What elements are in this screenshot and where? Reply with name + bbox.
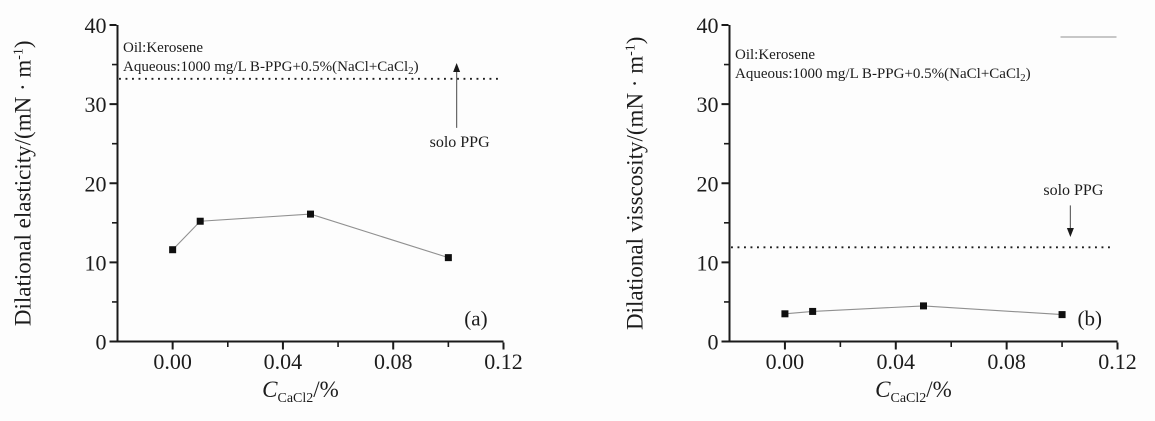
note-aqueous-line: Aqueous:1000 mg/L B-PPG+0.5%(NaCl+CaCl2) — [123, 59, 419, 77]
axes-frame — [116, 25, 504, 343]
x-tick-label: 0.12 — [1098, 349, 1137, 374]
data-point-marker — [781, 310, 789, 318]
x-tick-label: 0.00 — [766, 349, 805, 374]
y-tick-label: 10 — [85, 250, 107, 275]
solo-ppg-arrowhead — [453, 62, 461, 72]
x-axis-label: CCaCl2/% — [875, 377, 952, 406]
y-tick-label: 40 — [697, 13, 719, 38]
x-tick-label: 0.00 — [153, 349, 192, 374]
x-axis-label: CCaCl2/% — [262, 377, 339, 406]
series-line — [172, 213, 449, 259]
y-tick-label: 30 — [85, 92, 107, 117]
data-point-marker — [809, 307, 817, 315]
panel-label: (b) — [1078, 307, 1103, 331]
axes-frame — [728, 25, 1118, 343]
solo-ppg-label: solo PPG — [430, 134, 490, 151]
panel-label: (a) — [464, 307, 487, 331]
data-point-marker — [196, 217, 204, 225]
data-point-marker — [1058, 311, 1066, 319]
x-tick-label: 0.04 — [877, 349, 916, 374]
y-tick-label: 10 — [697, 250, 719, 275]
data-point-marker — [169, 246, 177, 254]
series-line — [784, 305, 1063, 316]
note-oil-line: Oil:Kerosene — [123, 40, 203, 56]
y-tick-label: 20 — [697, 171, 719, 196]
x-tick-label: 0.08 — [987, 349, 1026, 374]
data-point-marker — [444, 254, 452, 262]
data-point-marker — [920, 302, 927, 310]
y-tick-label: 0 — [708, 330, 719, 355]
y-tick-label: 40 — [85, 13, 107, 38]
y-tick-label: 30 — [697, 92, 719, 117]
note-oil-line: Oil:Kerosene — [735, 47, 815, 63]
solo-ppg-label: solo PPG — [1043, 182, 1103, 199]
y-tick-label: 20 — [85, 171, 107, 196]
x-tick-label: 0.08 — [374, 349, 413, 374]
panel-b: 0.00 0.04 0.08 0.12 0 10 20 30 40 CCaCl2/% Dilatio… — [623, 13, 1137, 406]
solo-ppg-arrowhead — [1066, 228, 1074, 238]
data-point-marker — [307, 210, 314, 218]
note-aqueous-line: Aqueous:1000 mg/L B-PPG+0.5%(NaCl+CaCl2) — [735, 66, 1031, 84]
x-tick-label: 0.12 — [484, 349, 523, 374]
y-tick-label: 0 — [96, 330, 107, 355]
y-axis-label: Dilational visscosity/(mN · m-1) — [623, 37, 648, 330]
x-tick-label: 0.04 — [264, 349, 303, 374]
panel-a: 0.00 0.04 0.08 0.12 0 10 20 30 40 CCaCl2/% Dilatio… — [11, 13, 523, 406]
y-axis-label: Dilational elasticity/(mN · m-1) — [11, 40, 36, 326]
